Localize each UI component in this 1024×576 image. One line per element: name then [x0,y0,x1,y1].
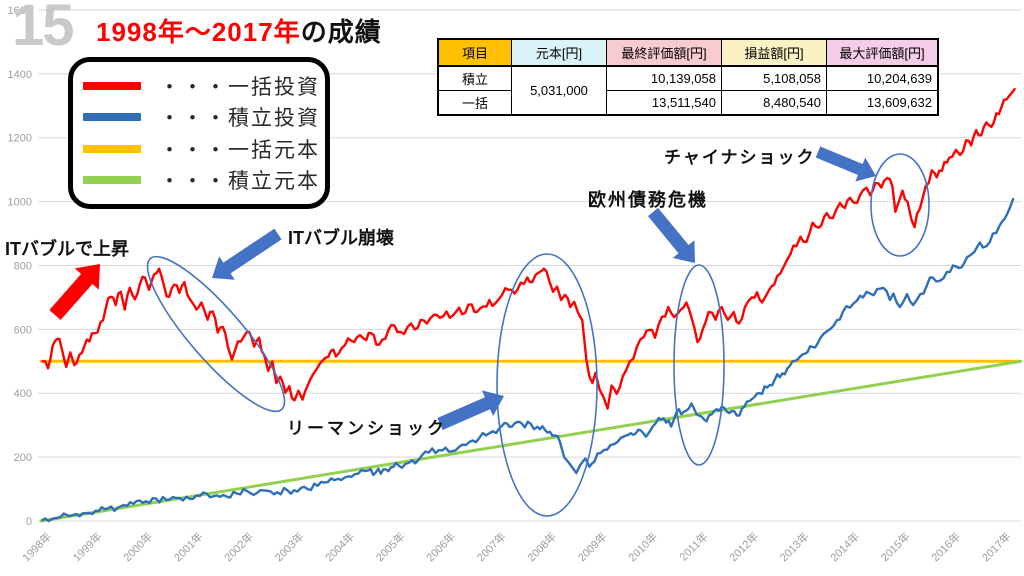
legend-label: ・・・一括投資 [159,75,320,99]
annotation-label: 欧州債務危機 [588,189,708,210]
header-gain: 損益額[円] [721,38,827,67]
euro-debt-arrow [648,207,695,263]
cell-gain: 8,480,540 [721,90,827,116]
euro-debt-ellipse [673,264,725,466]
y-tick-label: 1400 [8,69,32,81]
it-bubble-crash-ellipse [146,255,286,413]
table-header-row: 項目 元本[円] 最終評価額[円] 損益額[円] 最大評価額[円] [437,38,939,67]
header-final: 最終評価額[円] [606,38,722,67]
annotation-label: ITバブルで上昇 [5,238,129,259]
it-bubble-crash-arrow [212,228,282,280]
legend-label: ・・・積立元本 [159,170,320,194]
legend-item-lump-investment: ・・・一括投資 [83,73,318,99]
x-tick-label: 2013年 [777,529,812,564]
x-tick-label: 2004年 [322,529,357,564]
y-tick-label: 200 [14,452,32,464]
chart-title-suffix: の成績 [300,17,382,47]
table-row-lumpsum: 一括 13,511,540 8,480,540 13,609,632 [437,90,939,116]
legend-swatch-red [83,81,141,90]
x-tick-label: 2011年 [676,529,710,563]
legend-item-accum-principal: ・・・積立元本 [83,167,318,193]
cell-final: 10,139,058 [606,65,722,91]
y-tick-label: 0 [26,516,32,528]
x-tick-label: 2017年 [979,529,1014,564]
legend-item-lump-principal: ・・・一括元本 [83,136,318,162]
x-tick-label: 2009年 [575,529,610,564]
cell-final: 13,511,540 [606,90,722,116]
legend-swatch-orange [83,144,141,153]
x-tick-label: 2001年 [171,529,206,564]
lehman-shock-ellipse [496,253,598,517]
annotation-label: リーマンショック [287,419,447,438]
header-max: 最大評価額[円] [826,38,939,67]
x-tick-label: 2007年 [474,529,509,564]
x-tick-label: 2000年 [120,529,155,564]
y-tick-label: 400 [14,388,32,400]
series-積立投資 [41,197,1015,523]
y-tick-label: 800 [14,261,32,273]
legend-label: ・・・一括元本 [159,138,320,162]
cell-principal: 5,031,000 [511,65,607,116]
cell-item: 一括 [437,90,512,116]
china-shock-arrow [815,146,876,182]
header-principal: 元本[円] [511,38,607,67]
chart-title-years: 1998年〜2017年 [96,17,301,47]
cell-max: 13,609,632 [826,90,939,116]
chart-legend: ・・・一括投資 ・・・積立投資 ・・・一括元本 ・・・積立元本 [68,57,330,209]
x-tick-label: 2010年 [625,529,660,564]
x-tick-label: 2006年 [423,529,458,564]
x-tick-label: 2016年 [928,529,963,564]
y-tick-label: 1600 [8,5,32,17]
y-tick-label: 1200 [8,133,32,145]
table-row-accumulation: 積立 5,031,000 10,139,058 5,108,058 10,204… [437,65,939,116]
series-一括投資 [41,87,1016,410]
page-number: 15 [12,0,74,58]
series-積立元本 [39,359,1023,523]
results-table: 項目 元本[円] 最終評価額[円] 損益額[円] 最大評価額[円] 積立 5,0… [437,38,939,116]
chart-title: 1998年〜2017年の成績 [96,12,382,49]
x-tick-label: 1999年 [70,529,105,564]
it-bubble-rise-arrow [49,264,100,320]
x-tick-label: 1998年 [19,529,54,564]
cell-max: 10,204,639 [826,65,939,91]
x-tick-label: 2008年 [524,529,559,564]
legend-label: ・・・積立投資 [159,107,320,131]
header-item: 項目 [437,38,512,67]
x-tick-label: 2014年 [827,529,862,564]
x-tick-label: 2002年 [221,529,256,564]
x-tick-label: 2015年 [878,529,913,564]
legend-item-accum-investment: ・・・積立投資 [83,104,318,130]
cell-item: 積立 [437,65,512,91]
y-tick-label: 600 [14,324,32,336]
cell-gain: 5,108,058 [721,65,827,91]
x-tick-label: 2003年 [272,529,307,564]
y-tick-label: 1000 [8,197,32,209]
x-tick-label: 2005年 [373,529,408,564]
x-tick-label: 2012年 [726,529,761,564]
legend-swatch-blue [83,113,141,122]
annotation-label: ITバブル崩壊 [288,227,394,248]
annotation-label: チャイナショック [664,148,816,167]
lehman-shock-arrow [437,390,504,430]
legend-swatch-green [83,176,141,185]
china-shock-ellipse [870,153,930,257]
